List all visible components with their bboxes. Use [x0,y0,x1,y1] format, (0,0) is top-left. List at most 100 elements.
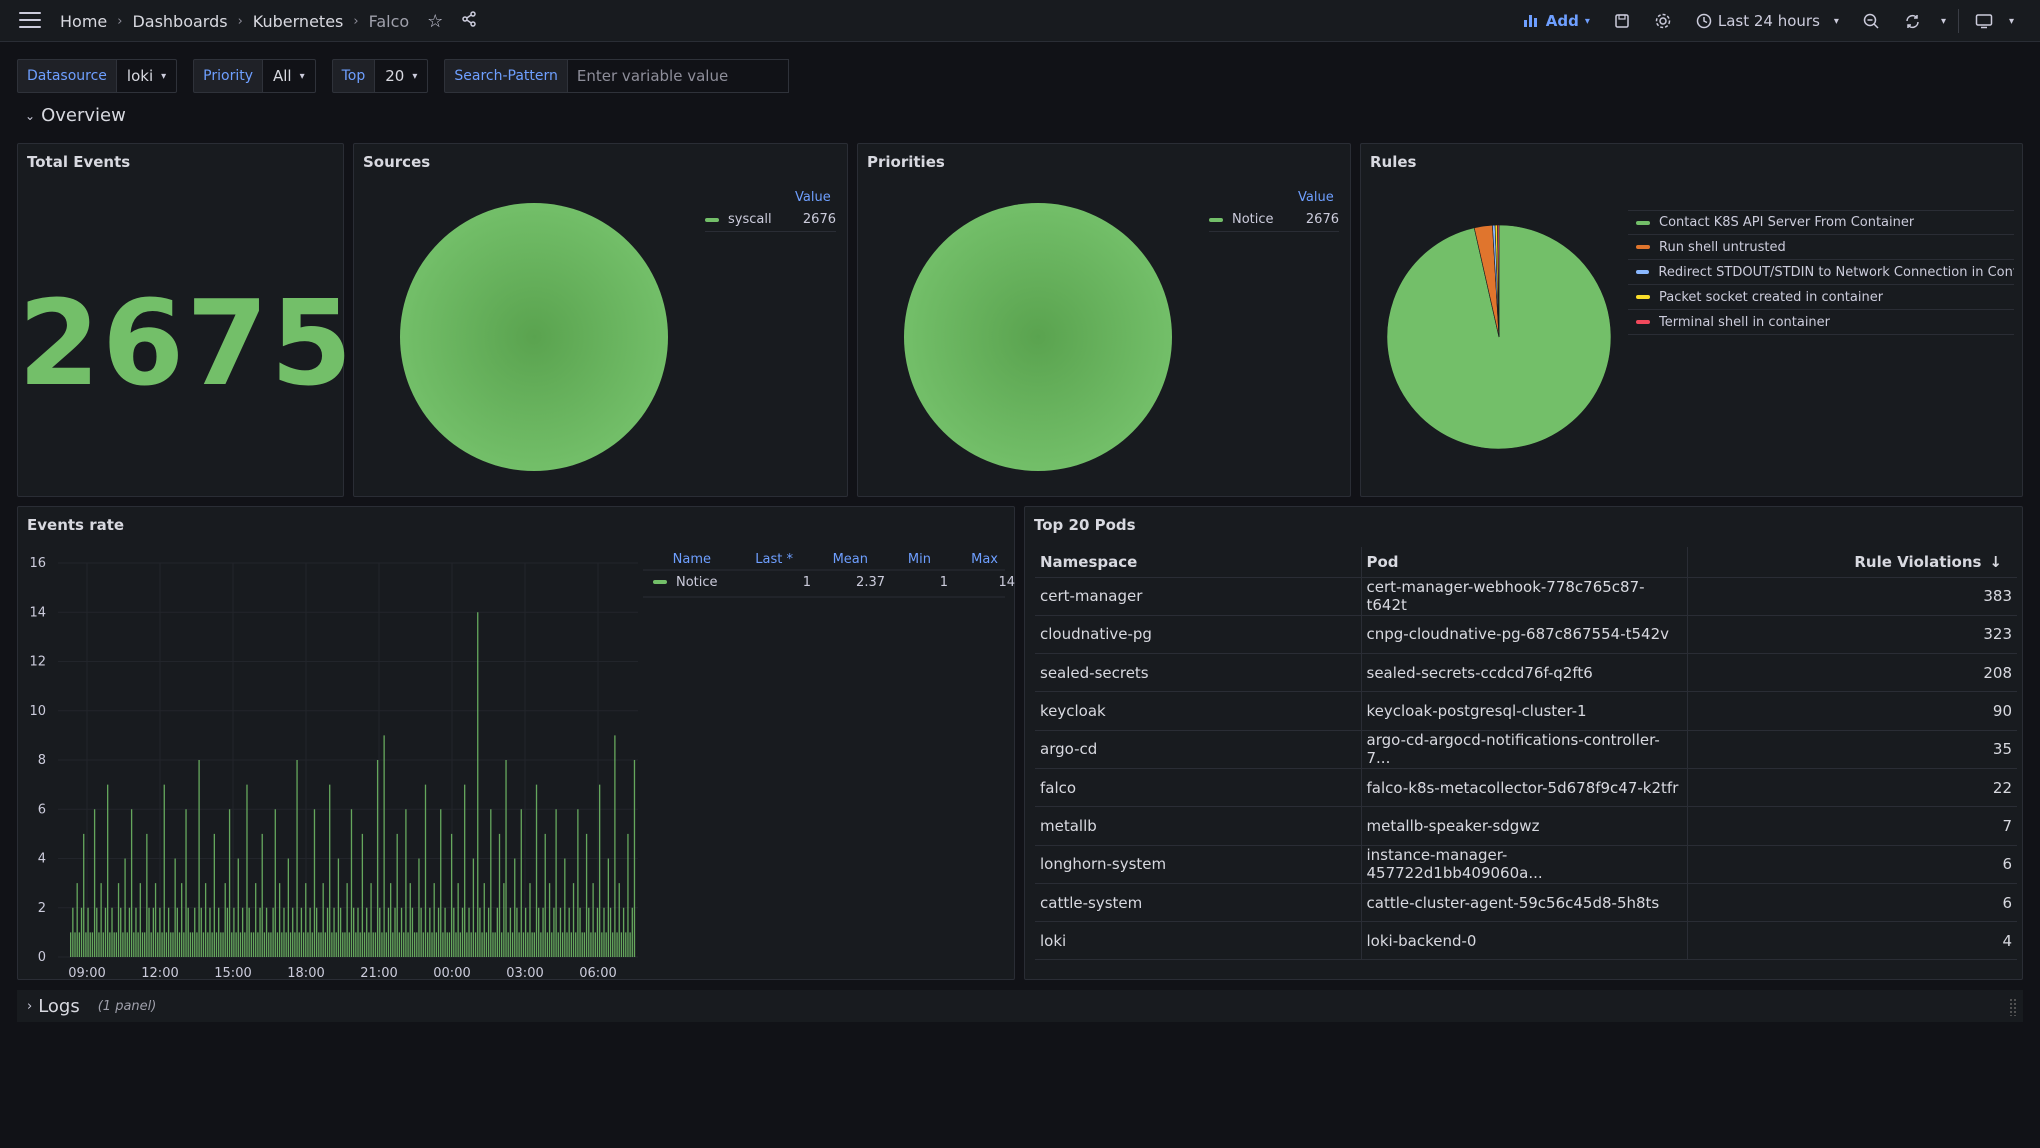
bar[interactable] [183,932,185,958]
time-picker[interactable]: Last 24 hours ▾ [1684,0,1851,42]
bar[interactable] [353,907,355,957]
table-row[interactable]: cloudnative-pg cnpg-cloudnative-pg-687c86… [1035,615,2017,655]
bar[interactable] [505,760,507,957]
bar[interactable] [609,907,612,957]
bar[interactable] [361,833,364,958]
bar[interactable] [518,932,520,958]
legend-item-rule[interactable]: Contact K8S API Server From Container [1628,210,2014,235]
bar[interactable] [420,907,422,957]
bar[interactable] [429,907,431,957]
bar[interactable] [339,907,342,957]
bar[interactable] [346,883,348,958]
pie-slice-syscall[interactable] [400,203,668,471]
bar[interactable] [122,932,124,958]
bar[interactable] [200,907,202,957]
bar[interactable] [74,932,76,958]
bar[interactable] [376,760,379,957]
bar[interactable] [614,735,616,958]
bar[interactable] [326,907,329,957]
bar[interactable] [220,932,222,958]
bar[interactable] [139,883,141,958]
bar[interactable] [231,932,233,958]
bar[interactable] [187,907,189,957]
bar[interactable] [109,932,111,958]
logs-row-toggle[interactable]: › Logs (1 panel) [17,990,2023,1022]
pie-slice-notice[interactable] [904,203,1172,471]
column-namespace[interactable]: Namespace [1035,547,1361,578]
refresh-interval-dropdown[interactable]: ▾ [1933,0,1954,42]
bar[interactable] [553,907,555,957]
bar[interactable] [133,932,135,958]
breadcrumb-home[interactable]: Home [60,12,108,31]
bar[interactable] [596,907,599,957]
bar[interactable] [144,932,146,958]
bar[interactable] [629,932,631,958]
bar[interactable] [631,907,633,957]
bar[interactable] [409,883,411,958]
bar[interactable] [259,907,261,957]
bar[interactable] [226,907,229,957]
bar[interactable] [559,907,562,957]
bar[interactable] [176,907,178,957]
datasource-select[interactable]: loki ▾ [116,59,178,93]
bar[interactable] [263,932,266,958]
bar[interactable] [503,883,505,958]
bar[interactable] [302,932,305,958]
bar[interactable] [137,932,139,958]
bar[interactable] [128,907,131,957]
bar[interactable] [189,932,192,958]
bar[interactable] [135,907,137,957]
legend-item-rule[interactable]: Run shell untrusted [1628,235,2014,260]
bar[interactable] [390,883,392,958]
legend-item-rule[interactable]: Redirect STDOUT/STDIN to Network Connect… [1628,260,2014,285]
bar[interactable] [111,907,113,957]
bar[interactable] [248,907,250,957]
table-row[interactable]: metallb metallb-speaker-sdgwz 7 [1035,806,2017,846]
bar[interactable] [148,907,150,957]
bar[interactable] [196,932,198,958]
column-rule-violations[interactable]: Rule Violations ↓ [1686,547,2017,578]
bar[interactable] [520,809,522,957]
bar[interactable] [535,784,538,958]
bar[interactable] [285,932,287,958]
bar[interactable] [531,932,533,958]
bar[interactable] [333,907,335,957]
bar[interactable] [568,907,570,957]
bar[interactable] [202,932,205,958]
overview-row-toggle[interactable]: ⌄ Overview [25,105,126,126]
bar[interactable] [159,907,161,957]
bar[interactable] [366,907,368,957]
bar[interactable] [509,907,512,957]
bar[interactable] [185,809,187,957]
bar[interactable] [289,932,292,958]
bar[interactable] [272,907,274,957]
bar[interactable] [170,932,172,958]
bar[interactable] [374,932,377,958]
bar[interactable] [113,932,115,958]
bar[interactable] [496,907,498,957]
bar[interactable] [224,883,226,958]
bar[interactable] [514,858,516,958]
bar[interactable] [276,932,279,958]
bar[interactable] [344,932,346,958]
bar[interactable] [89,932,91,958]
bar[interactable] [357,907,359,957]
bar[interactable] [335,932,337,958]
bar[interactable] [107,784,109,958]
bar[interactable] [324,932,327,958]
bar[interactable] [472,858,475,958]
bar[interactable] [342,932,344,958]
refresh-button[interactable] [1892,0,1933,42]
bar[interactable] [213,833,215,958]
bar[interactable] [305,883,307,958]
bar[interactable] [422,932,424,958]
bar[interactable] [427,932,429,958]
bar[interactable] [379,907,381,957]
bar[interactable] [601,932,603,958]
bar[interactable] [311,932,313,958]
bar[interactable] [590,932,592,958]
priority-select[interactable]: All ▾ [262,59,316,93]
bar[interactable] [246,784,248,958]
bar[interactable] [191,932,194,958]
bar[interactable] [363,932,366,958]
